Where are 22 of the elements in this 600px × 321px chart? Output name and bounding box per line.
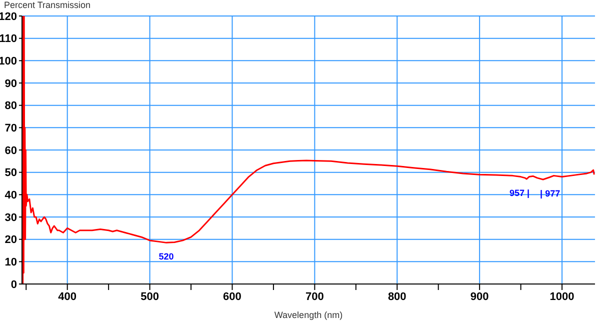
y-tick-label: 70 — [4, 122, 17, 135]
y-axis-title: Percent Transmission — [4, 0, 91, 10]
x-tick-label: 700 — [306, 290, 324, 303]
y-tick-label: 50 — [4, 167, 17, 180]
y-tick-label: 60 — [4, 144, 17, 157]
y-tick-label: 40 — [4, 190, 17, 202]
x-tick-label: 500 — [140, 290, 159, 303]
annotation: 520 — [158, 252, 174, 262]
y-tick-label: 80 — [4, 100, 17, 112]
x-tick-label: 600 — [223, 290, 242, 303]
y-tick-label: 0 — [10, 278, 17, 291]
y-tick-label: 20 — [4, 234, 17, 246]
y-tick-label: 30 — [4, 212, 17, 224]
x-tick-label: 800 — [388, 290, 406, 303]
y-tick-label: 110 — [0, 33, 17, 46]
line-series — [22, 16, 595, 284]
x-tick-label: 900 — [470, 290, 489, 303]
x-axis-title: Wavelength (nm) — [274, 310, 343, 320]
y-tick-label: 90 — [4, 78, 17, 90]
x-tick-label: 1000 — [550, 290, 574, 303]
x-tick-label: 400 — [58, 290, 77, 303]
y-tick-label: 10 — [4, 256, 17, 269]
